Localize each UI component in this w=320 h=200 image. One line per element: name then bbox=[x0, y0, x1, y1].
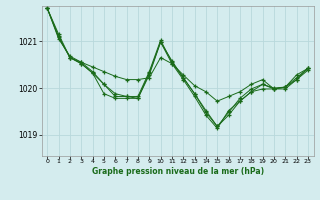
X-axis label: Graphe pression niveau de la mer (hPa): Graphe pression niveau de la mer (hPa) bbox=[92, 167, 264, 176]
